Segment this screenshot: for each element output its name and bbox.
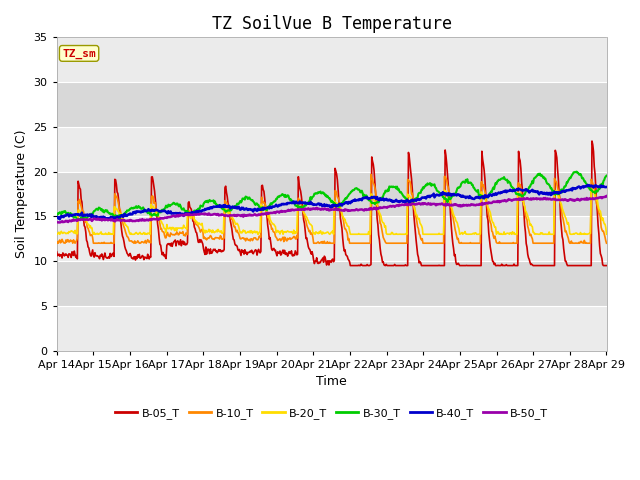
Title: TZ SoilVue B Temperature: TZ SoilVue B Temperature xyxy=(212,15,452,33)
Bar xyxy=(57,171,607,216)
Bar xyxy=(57,216,607,261)
Y-axis label: Soil Temperature (C): Soil Temperature (C) xyxy=(15,130,28,258)
Bar xyxy=(57,37,607,82)
Bar xyxy=(57,127,607,171)
Legend: B-05_T, B-10_T, B-20_T, B-30_T, B-40_T, B-50_T: B-05_T, B-10_T, B-20_T, B-30_T, B-40_T, … xyxy=(111,403,552,423)
X-axis label: Time: Time xyxy=(316,375,347,388)
Bar xyxy=(57,82,607,127)
Text: TZ_sm: TZ_sm xyxy=(62,48,96,59)
Bar xyxy=(57,261,607,306)
Bar xyxy=(57,306,607,350)
